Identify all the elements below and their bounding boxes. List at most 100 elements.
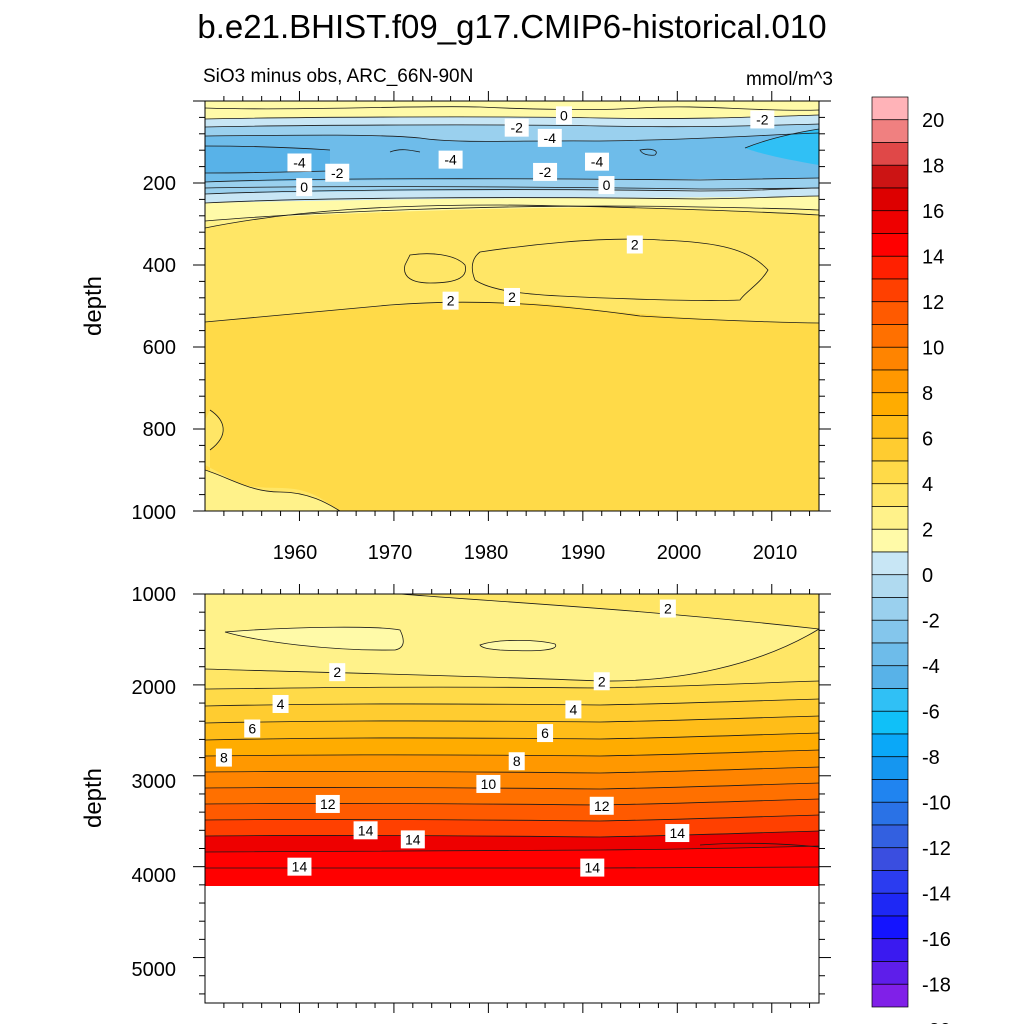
colorbar-label: 10 [922,337,944,359]
contour-label-box [325,163,350,182]
colorbar-box [871,210,909,234]
contour-label-box [287,857,312,876]
colorbar-box [871,142,909,166]
contour-label-box [537,128,562,147]
contour-label: 14 [353,821,378,840]
contour-label: 12 [315,794,340,813]
upper-plot-frame [204,100,820,512]
colorbar-label: -6 [922,701,940,723]
contour-label-text: 14 [670,825,686,841]
colorbar-box [871,710,909,735]
colorbar-label: -20 [922,1020,951,1024]
lower-panel: 2 2 2 4 4 6 6 8 8 10 12 12 14 14 14 14 14 1000 2000 3000… [80,584,831,1013]
contour-label-text: 2 [508,289,516,305]
colorbar-label: 18 [922,155,944,177]
contour-label-text: 12 [594,798,610,814]
colorbar-box [871,847,909,871]
colorbar-label: 8 [922,383,933,405]
contour-label-text: 14 [292,859,308,875]
colorbar: 20181614121086420-2-4-6-8-10-12-14-16-18… [871,96,951,1024]
contour-label-text: 4 [277,696,285,712]
colorbar-box [871,733,909,758]
colorbar-box [871,187,909,212]
contour-label-text: -2 [539,164,552,180]
y-tick-label: 600 [143,337,176,359]
colorbar-box [871,938,909,962]
contour-label-text: 12 [320,796,336,812]
colorbar-label: -8 [922,747,940,769]
x-tick-label: 2010 [753,542,798,564]
y-tick-label: 4000 [132,865,177,887]
contour-label-box [504,287,520,306]
contour-label-text: -4 [544,130,557,146]
contour-label-box [287,153,312,172]
contour-label: 12 [589,796,614,815]
colorbar-box [871,506,909,530]
contour-label: -2 [325,163,350,182]
contour-label-text: 0 [560,107,568,123]
chart-title: b.e21.BHIST.f09_g17.CMIP6-historical.010 [197,8,826,45]
colorbar-label: -16 [922,929,951,951]
contour-label: -4 [585,152,610,171]
contour-label-box [533,162,558,181]
colorbar-box [871,392,909,416]
contour-label-box [565,700,582,719]
colorbar-box [871,460,909,485]
contour-label-box [665,824,690,843]
x-tick-label: 1970 [368,542,413,564]
y-tick-label: 800 [143,419,176,441]
colorbar-box [871,415,909,439]
colorbar-box [871,983,909,1008]
upper-y-axis-label: depth [80,276,107,336]
colorbar-label: -4 [922,656,940,678]
upper-contour-fill [205,101,819,511]
colorbar-box [871,255,909,280]
contour-label: 0 [296,178,313,197]
contour-label: 8 [215,748,232,767]
y-tick-label: 200 [143,173,176,195]
colorbar-box [871,574,909,598]
x-tick-label: 1980 [464,542,509,564]
contour-label: 4 [272,694,289,713]
colorbar-label: 16 [922,201,944,223]
contour-label: 14 [580,858,605,877]
colorbar-box [871,779,909,803]
colorbar-label: 12 [922,292,944,314]
contour-label-box [438,150,463,169]
contour-label-text: 0 [300,179,308,195]
contour-label-box [555,106,572,125]
lower-ticks [193,584,831,1013]
upper-contour-labels: 0 -2 -4 -2 -4 -4 -4 -2 -2 0 0 2 2 2 [287,106,775,310]
contour-label-text: 8 [513,753,521,769]
y-tick-label: 5000 [132,959,177,981]
contour-label: -4 [287,153,312,172]
contour-label-box [659,599,676,618]
contour-label-text: 6 [541,725,549,741]
contour-label-text: 10 [481,776,497,792]
contour-label: -2 [750,110,775,129]
colorbar-label: 0 [922,565,933,587]
contour-label: 2 [626,235,643,254]
colorbar-label: -14 [922,883,951,905]
colorbar-box [871,597,909,621]
contour-label-text: -2 [331,165,344,181]
contour-label: 2 [329,663,346,682]
contour-label: 2 [442,291,459,310]
contour-label-text: 14 [358,822,374,838]
units-label: mmol/m^3 [746,69,833,90]
colorbar-labels: 20181614121086420-2-4-6-8-10-12-14-16-18… [922,110,951,1024]
contour-label-box [215,748,232,767]
y-tick-label: 1000 [132,584,177,606]
colorbar-box [871,665,909,689]
contour-label: 6 [244,719,261,738]
contour-label: -2 [533,162,558,181]
contour-label-box [353,821,378,840]
contour-label-box [589,796,614,815]
colorbar-label: -2 [922,610,940,632]
colorbar-box [871,961,909,985]
contour-label-text: 4 [570,701,578,717]
contour-label-box [442,291,459,310]
colorbar-box [871,870,909,894]
contour-label-box [296,178,313,197]
colorbar-label: 14 [922,246,944,268]
